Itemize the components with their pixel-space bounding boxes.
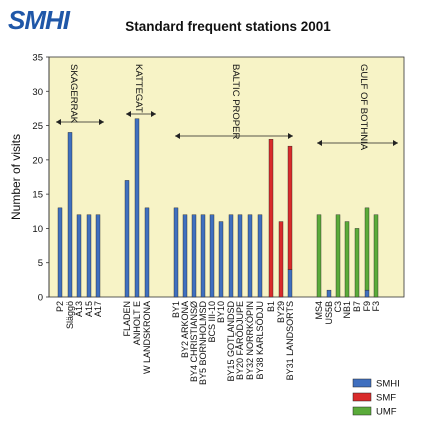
x-tick-label: P2 bbox=[55, 301, 65, 312]
bar-smhi bbox=[76, 214, 82, 298]
plot-area bbox=[48, 56, 405, 298]
y-tick-label: 25 bbox=[32, 121, 43, 132]
x-tick-label: A13 bbox=[74, 301, 84, 317]
bar-smhi bbox=[326, 289, 332, 298]
x-tick-label: BY15 GOTLANDSD bbox=[226, 301, 236, 382]
region-annotations: SKAGERRAK KATTEGAT BALTIC PROPER GULF OF BO… bbox=[56, 64, 398, 151]
bar-smhi bbox=[218, 221, 224, 298]
bar-smhi bbox=[144, 207, 150, 298]
bar-smhi bbox=[247, 214, 253, 298]
x-tick-label: BY2 ARKONA bbox=[180, 301, 190, 358]
legend: SMHI SMF UMF bbox=[352, 378, 400, 418]
region-label: SKAGERRAK bbox=[68, 64, 79, 124]
bars-group bbox=[57, 118, 379, 298]
y-axis-label: Number of visits bbox=[9, 134, 23, 220]
region-label: KATTEGAT bbox=[133, 64, 144, 113]
region-arrowhead bbox=[288, 133, 293, 139]
x-tick-label: A17 bbox=[93, 301, 103, 317]
bar-umf bbox=[316, 214, 322, 298]
x-tick-label: BY38 KARLSÖDJU bbox=[255, 301, 265, 380]
y-tick-label: 10 bbox=[32, 224, 43, 235]
bar-smf bbox=[287, 145, 293, 270]
chart-title: Standard frequent stations 2001 bbox=[125, 19, 331, 34]
bar-smhi bbox=[200, 214, 206, 298]
bar-umf bbox=[373, 214, 379, 298]
x-tick-label: MS4 bbox=[314, 301, 324, 320]
x-tick-label: FLADEN bbox=[122, 301, 132, 337]
x-tick-label: F9 bbox=[362, 301, 372, 312]
smhi-logo: SMHI bbox=[8, 5, 71, 35]
x-tick-label: BY5 BORNHOLMSD bbox=[198, 301, 208, 386]
bar-smf bbox=[278, 221, 284, 298]
x-tick-label: B1 bbox=[266, 301, 276, 312]
bar-smhi bbox=[86, 214, 92, 298]
legend-label: SMHI bbox=[376, 379, 400, 390]
y-tick-label: 5 bbox=[38, 258, 43, 269]
region-arrowhead bbox=[393, 140, 398, 146]
x-tick-label: BY29 bbox=[276, 301, 286, 323]
y-tick-label: 15 bbox=[32, 190, 43, 201]
legend-label: UMF bbox=[376, 407, 397, 418]
legend-swatch-umf bbox=[352, 406, 372, 416]
x-tick-label: BY4 CHRISTIANSØ bbox=[189, 301, 199, 382]
region-arrowhead bbox=[126, 111, 131, 117]
region-arrowhead bbox=[175, 133, 180, 139]
bar-smhi bbox=[209, 214, 215, 298]
legend-label: SMF bbox=[376, 393, 396, 404]
x-tick-label: BY20 FÅRÖDJUPE bbox=[235, 301, 245, 380]
bar-smhi bbox=[287, 269, 293, 298]
x-tick-label: BY1 bbox=[171, 301, 181, 318]
bar-umf bbox=[364, 207, 370, 291]
bar-smhi bbox=[191, 214, 197, 298]
x-tick-label: NB1 bbox=[342, 301, 352, 319]
y-axis: 0 5 10 15 20 25 30 35 bbox=[32, 53, 50, 304]
x-tick-label: US5B bbox=[324, 301, 334, 325]
x-tick-label: BY32 NORRKÖPIN bbox=[245, 301, 255, 380]
bar-smhi bbox=[364, 289, 370, 298]
legend-swatch-smhi bbox=[352, 378, 372, 388]
region-arrowhead bbox=[151, 111, 156, 117]
bar-smhi bbox=[257, 214, 263, 298]
x-tick-label: W LANDSKRONA bbox=[142, 301, 152, 374]
y-tick-label: 20 bbox=[32, 155, 43, 166]
x-tick-label: A15 bbox=[84, 301, 94, 317]
region-arrowhead bbox=[317, 140, 322, 146]
bar-smhi bbox=[95, 214, 101, 298]
bar-smhi bbox=[124, 180, 130, 298]
bar-smf bbox=[268, 139, 274, 298]
x-tick-label: Släggö bbox=[65, 301, 75, 329]
region-arrowhead bbox=[56, 119, 61, 125]
bar-umf bbox=[344, 221, 350, 298]
region-arrowhead bbox=[99, 119, 104, 125]
bar-smhi bbox=[134, 118, 140, 298]
y-tick-label: 0 bbox=[38, 293, 43, 304]
bar-smhi bbox=[228, 214, 234, 298]
bar-umf bbox=[354, 228, 360, 298]
x-tick-label: BCS III-10 bbox=[207, 301, 217, 343]
legend-swatch-smf bbox=[352, 392, 372, 402]
bar-smhi bbox=[67, 132, 73, 298]
bar-smhi bbox=[173, 207, 179, 298]
x-tick-label: B7 bbox=[352, 301, 362, 312]
x-tick-label: ANHOLT E bbox=[132, 301, 142, 345]
bar-smhi bbox=[57, 207, 63, 298]
x-tick-label: C3 bbox=[333, 301, 343, 313]
bar-smhi bbox=[182, 214, 188, 298]
x-tick-label: F3 bbox=[371, 301, 381, 312]
y-tick-label: 30 bbox=[32, 87, 43, 98]
y-tick-label: 35 bbox=[32, 53, 43, 64]
bar-smhi bbox=[237, 214, 243, 298]
region-label: BALTIC PROPER bbox=[230, 64, 241, 139]
bar-umf bbox=[335, 214, 341, 298]
region-label: GULF OF BOTHNIA bbox=[358, 64, 369, 151]
x-tick-label: BY10 bbox=[216, 301, 226, 323]
x-tick-label: BY31 LANDSORTS bbox=[285, 301, 295, 380]
